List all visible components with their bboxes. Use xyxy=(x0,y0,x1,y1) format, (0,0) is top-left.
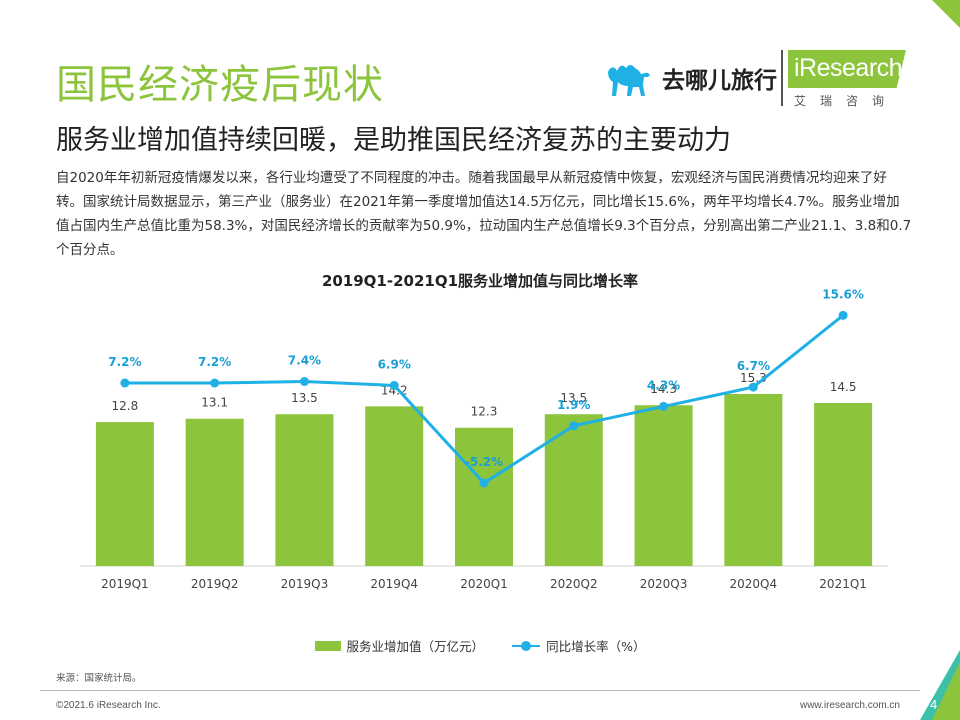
corner-decoration xyxy=(920,0,960,720)
bar-value-label: 14.5 xyxy=(830,380,857,394)
growth-rate-point xyxy=(748,382,758,392)
x-tick-label: 2020Q4 xyxy=(730,577,778,591)
growth-rate-point xyxy=(838,310,848,320)
x-tick-label: 2019Q4 xyxy=(370,577,418,591)
growth-rate-label: 7.2% xyxy=(108,355,141,369)
legend-bar-swatch xyxy=(314,640,341,651)
legend-line-swatch xyxy=(512,640,541,652)
growth-rate-point xyxy=(299,376,309,386)
footer-website: www.iresearch.com.cn xyxy=(799,700,900,711)
iresearch-brand-text: iResearch xyxy=(794,54,903,82)
growth-rate-label: 6.7% xyxy=(737,359,770,373)
growth-rate-label: 15.6% xyxy=(822,287,864,301)
chart-title: 2019Q1-2021Q1服务业增加值与同比增长率 xyxy=(321,272,639,290)
iresearch-logo: iResearch 艾瑞咨询 xyxy=(788,50,918,110)
qunar-brand-text: 去哪儿旅行 xyxy=(662,68,777,94)
x-tick-label: 2019Q2 xyxy=(191,577,239,591)
iresearch-logo-box xyxy=(788,50,906,88)
page-subtitle: 服务业增加值持续回暖，是助推国民经济复苏的主要动力 xyxy=(56,125,731,156)
growth-rate-point xyxy=(210,378,220,388)
bar xyxy=(455,427,513,566)
x-tick-label: 2020Q1 xyxy=(460,577,508,591)
bar xyxy=(185,418,244,566)
legend-line-label: 同比增长率（%） xyxy=(546,639,646,654)
x-tick-label: 2019Q3 xyxy=(281,577,329,591)
source-note: 来源：国家统计局。 xyxy=(56,673,142,684)
bar-value-label: 12.8 xyxy=(112,399,139,413)
bar-value-label: 13.5 xyxy=(560,391,587,405)
qunar-logo: 去哪儿旅行 xyxy=(604,58,777,98)
bar xyxy=(95,422,154,566)
chart-legend: 服务业增加值（万亿元） 同比增长率（%） xyxy=(0,636,960,655)
legend-item-line: 同比增长率（%） xyxy=(512,636,645,655)
growth-rate-point xyxy=(569,421,579,431)
x-tick-label: 2020Q3 xyxy=(640,577,688,591)
intro-paragraph: 自2020年年初新冠疫情爆发以来，各行业均遭受了不同程度的冲击。随着我国最早从新… xyxy=(56,170,912,258)
footer-divider xyxy=(40,690,920,691)
x-tick-label: 2020Q2 xyxy=(550,577,598,591)
growth-rate-label: 6.9% xyxy=(378,357,411,371)
bar-value-label: 14.3 xyxy=(650,382,677,396)
growth-rate-label: 7.2% xyxy=(198,355,231,369)
page-title: 国民经济疫后现状 xyxy=(56,62,384,108)
bar xyxy=(634,405,693,566)
x-tick-label: 2019Q1 xyxy=(101,577,149,591)
growth-rate-point xyxy=(479,478,489,488)
logo-separator xyxy=(781,50,783,106)
x-tick-label: 2021Q1 xyxy=(819,577,867,591)
growth-rate-point xyxy=(389,380,399,390)
legend-item-bar: 服务业增加值（万亿元） xyxy=(314,636,485,655)
growth-rate-label: -5.2% xyxy=(465,455,503,469)
bar xyxy=(365,406,424,566)
bar-value-label: 13.5 xyxy=(291,391,318,405)
growth-rate-point xyxy=(120,378,130,388)
bar xyxy=(275,414,334,566)
iresearch-cn-text: 艾瑞咨询 xyxy=(794,94,899,108)
bar-value-label: 12.3 xyxy=(471,405,498,419)
page-number: 4 xyxy=(930,697,938,712)
growth-rate-label: 7.4% xyxy=(288,353,321,367)
bar xyxy=(814,402,873,566)
growth-rate-label: 4.3% xyxy=(647,378,680,392)
legend-bar-label: 服务业增加值（万亿元） xyxy=(346,639,485,654)
bar xyxy=(724,394,783,566)
growth-rate-point xyxy=(659,401,669,411)
growth-rate-label: 1.9% xyxy=(557,398,590,412)
camel-icon xyxy=(608,65,650,96)
footer-copyright: ©2021.6 iResearch Inc. xyxy=(56,700,161,711)
bar-value-label: 13.1 xyxy=(201,396,228,410)
